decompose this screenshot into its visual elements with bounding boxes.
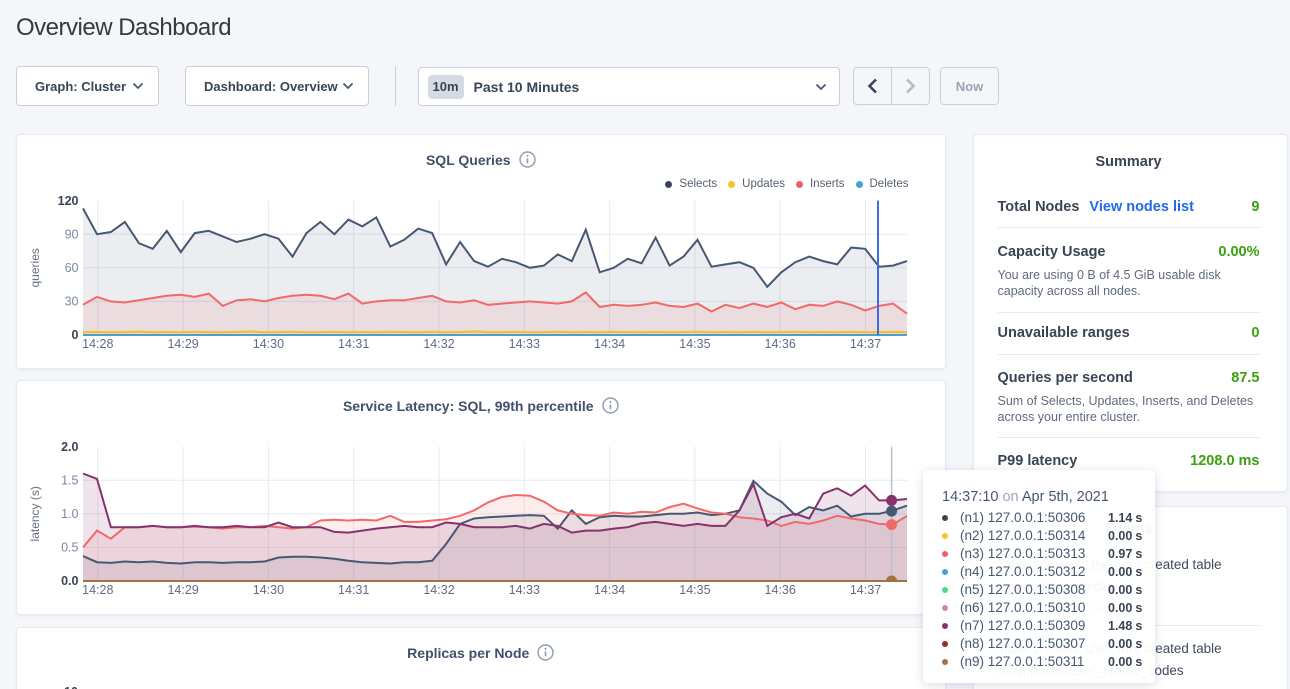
svg-text:14:31: 14:31 xyxy=(338,583,369,597)
svg-text:14:33: 14:33 xyxy=(509,337,540,351)
svg-text:2.0: 2.0 xyxy=(61,440,78,454)
svg-text:0: 0 xyxy=(72,328,79,342)
svg-text:14:36: 14:36 xyxy=(765,337,796,351)
svg-text:0.5: 0.5 xyxy=(61,541,78,555)
svg-text:90: 90 xyxy=(65,227,79,241)
svg-text:latency (s): latency (s) xyxy=(28,486,42,541)
svg-text:14:36: 14:36 xyxy=(765,583,796,597)
svg-text:14:33: 14:33 xyxy=(509,583,540,597)
svg-text:0.0: 0.0 xyxy=(61,574,78,588)
svg-text:queries: queries xyxy=(28,248,42,287)
svg-text:14:32: 14:32 xyxy=(423,583,454,597)
svg-text:14:37: 14:37 xyxy=(850,583,881,597)
svg-text:1.0: 1.0 xyxy=(61,507,78,521)
svg-text:14:28: 14:28 xyxy=(82,337,113,351)
svg-text:14:37: 14:37 xyxy=(850,337,881,351)
svg-text:14:30: 14:30 xyxy=(253,337,284,351)
svg-text:14:34: 14:34 xyxy=(594,337,625,351)
svg-text:30: 30 xyxy=(65,295,79,309)
svg-text:14:35: 14:35 xyxy=(679,337,710,351)
svg-text:14:30: 14:30 xyxy=(253,583,284,597)
svg-text:1.5: 1.5 xyxy=(61,473,78,487)
svg-text:14:28: 14:28 xyxy=(82,583,113,597)
svg-text:14:32: 14:32 xyxy=(423,337,454,351)
svg-text:60: 60 xyxy=(65,261,79,275)
svg-text:14:29: 14:29 xyxy=(167,583,198,597)
svg-text:14:29: 14:29 xyxy=(167,337,198,351)
svg-text:120: 120 xyxy=(58,194,79,208)
svg-text:14:35: 14:35 xyxy=(679,583,710,597)
svg-text:14:31: 14:31 xyxy=(338,337,369,351)
svg-text:14:34: 14:34 xyxy=(594,583,625,597)
